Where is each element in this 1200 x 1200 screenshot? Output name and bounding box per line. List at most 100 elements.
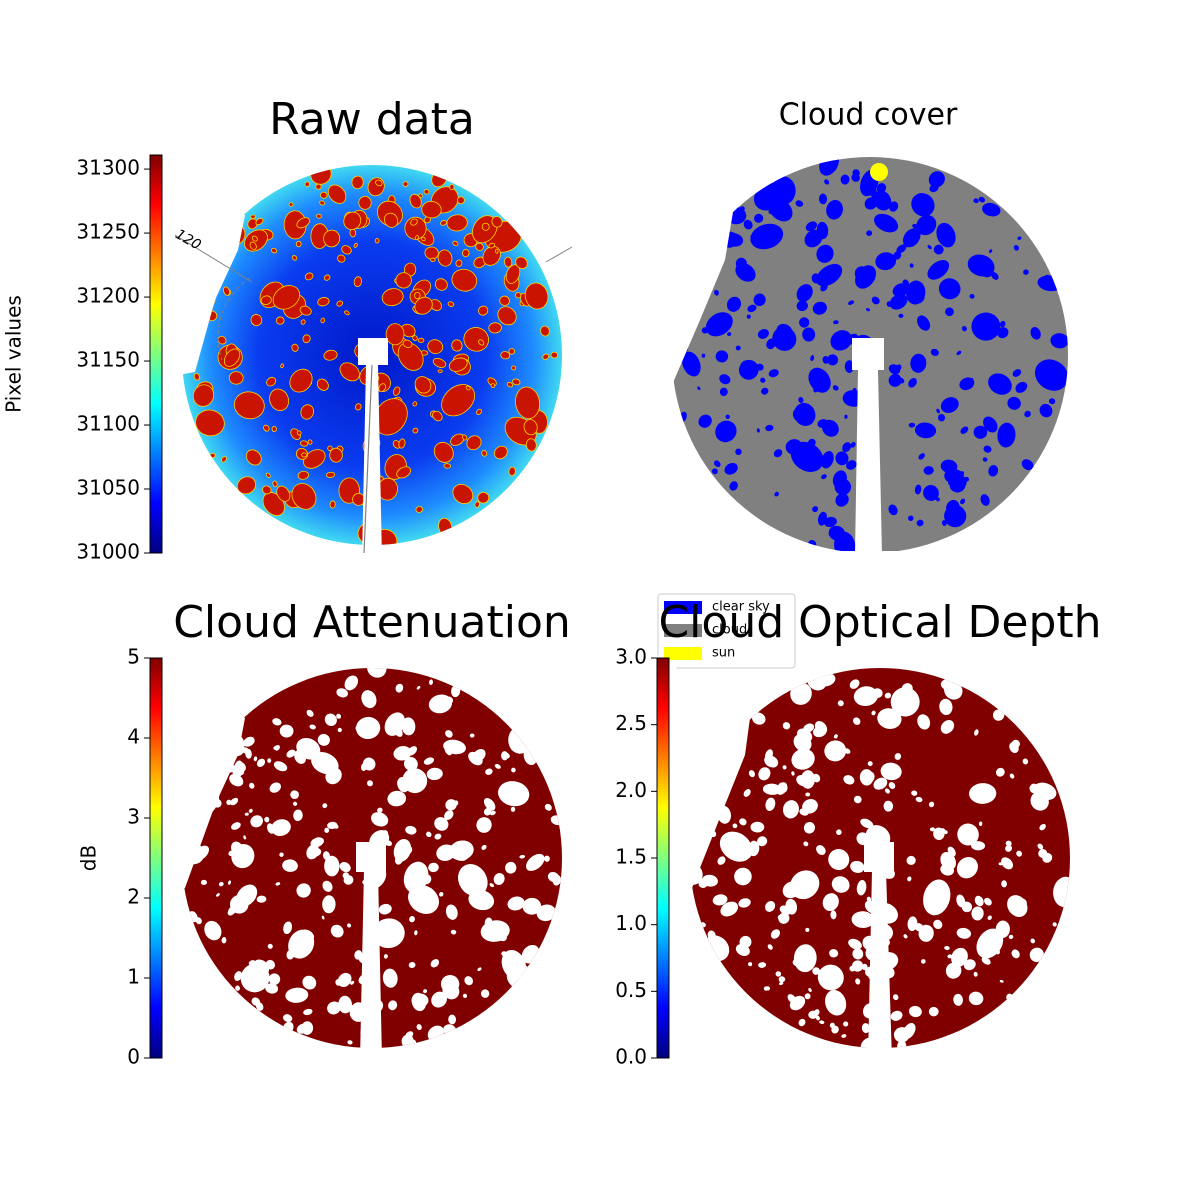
blob (804, 993, 811, 1000)
blob (245, 748, 252, 759)
blob (726, 233, 744, 247)
blob (968, 991, 984, 1006)
blob (851, 960, 864, 972)
blob (808, 987, 812, 992)
blob (978, 821, 983, 826)
blob (411, 992, 427, 1012)
blob (441, 384, 476, 417)
blob (426, 767, 443, 781)
blob (291, 255, 298, 261)
blob (796, 284, 813, 302)
blob (933, 244, 944, 255)
blob (969, 294, 975, 299)
mask (356, 842, 386, 872)
blob (918, 453, 925, 460)
blob (367, 780, 373, 787)
blob (844, 360, 855, 373)
blob (488, 322, 502, 334)
blob (963, 476, 970, 482)
blob (902, 228, 921, 248)
blob (240, 963, 270, 993)
blob (481, 844, 487, 850)
blob (732, 823, 738, 829)
blob (901, 683, 913, 695)
blob (776, 323, 793, 339)
blob (494, 763, 501, 769)
blob (547, 871, 560, 883)
blob (323, 274, 331, 281)
blob (262, 485, 272, 495)
blob (877, 708, 902, 729)
blob (474, 501, 480, 508)
blob (770, 929, 780, 939)
mask (358, 338, 388, 365)
blob (756, 428, 760, 433)
blob (907, 876, 912, 882)
blob (285, 987, 309, 1003)
blob (249, 782, 255, 789)
blob (799, 317, 810, 328)
blob (1011, 949, 1020, 959)
blob (299, 305, 312, 316)
blob (846, 460, 857, 470)
blob (279, 724, 294, 738)
blob (1021, 459, 1034, 471)
blob (504, 256, 513, 268)
blob (426, 831, 432, 838)
blob (890, 1010, 903, 1021)
blob (764, 755, 779, 768)
blob (873, 190, 892, 211)
blob (440, 220, 447, 226)
blob (422, 891, 434, 906)
blob (852, 717, 861, 725)
blob (856, 880, 867, 896)
blob (260, 295, 272, 305)
blob (243, 835, 247, 840)
blob (785, 898, 798, 915)
blob (923, 484, 939, 501)
blob (304, 272, 314, 281)
blob (265, 472, 271, 479)
blob (327, 184, 347, 204)
blob (903, 934, 908, 939)
blob (383, 954, 388, 959)
blob (324, 827, 330, 834)
blob (729, 481, 738, 491)
panel-title: Cloud Optical Depth (658, 597, 1101, 648)
blob (951, 947, 968, 967)
blob (796, 775, 809, 787)
blob (937, 414, 946, 422)
blob (325, 767, 342, 785)
blob (300, 319, 306, 325)
blob (524, 282, 549, 310)
blob (947, 846, 956, 857)
blob (818, 193, 828, 205)
blob (1050, 333, 1068, 349)
blob (253, 756, 258, 762)
blob (726, 296, 742, 312)
blob (889, 201, 899, 212)
blob (341, 245, 352, 255)
colorbar-tick-label: 2.0 (615, 778, 647, 802)
blob (358, 195, 372, 210)
blob (304, 181, 310, 187)
blob (946, 499, 960, 516)
blob (987, 915, 992, 920)
blob (300, 404, 315, 420)
colorbar-tick-label: 1 (127, 965, 140, 989)
blob (462, 434, 468, 441)
blob (753, 182, 784, 211)
blob (971, 906, 984, 921)
blob (874, 213, 899, 233)
blob (430, 257, 436, 263)
legend-label: clear sky (712, 600, 770, 615)
blob (303, 449, 326, 469)
blob (970, 378, 974, 383)
blob (265, 959, 276, 970)
blob (283, 1014, 293, 1023)
blob (330, 924, 344, 938)
blob (1009, 773, 1015, 779)
blob (778, 976, 785, 983)
blob (274, 744, 280, 751)
blob (816, 244, 834, 263)
